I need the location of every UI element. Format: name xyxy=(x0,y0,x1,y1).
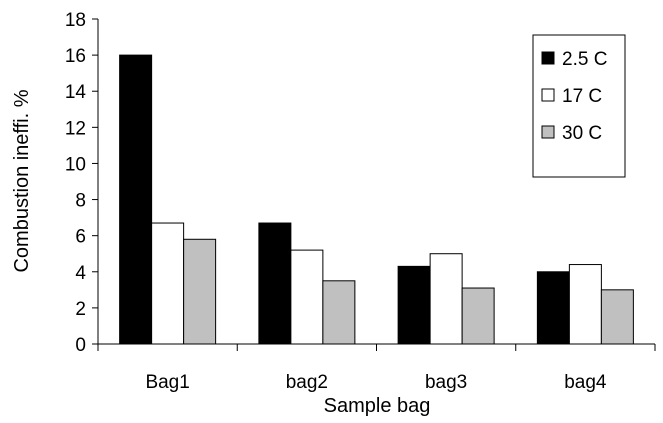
bar-bag4-series-1 xyxy=(536,271,570,345)
x-tick-label: Bag1 xyxy=(145,372,189,393)
y-axis-title: Combustion ineffi. % xyxy=(11,89,33,272)
bar-bag1-series-3 xyxy=(183,238,217,345)
y-tick-label: 18 xyxy=(65,10,86,31)
y-tick-label: 10 xyxy=(65,154,86,175)
bar-bag2-series-2 xyxy=(290,249,324,345)
x-axis-title: Sample bag xyxy=(324,395,431,417)
bar-bag3-series-1 xyxy=(397,265,431,345)
y-tick-label: 6 xyxy=(75,227,86,248)
legend: 2.5 C 17 C 30 C xyxy=(532,34,626,178)
axes-layer: Bag1 bag2 bag3 bag4 0 2 4 6 8 10 12 14 16 18 xyxy=(65,10,656,393)
legend-label: 17 C xyxy=(562,86,602,107)
bar-bag3-series-2 xyxy=(429,253,463,345)
x-tick-label: bag4 xyxy=(564,372,607,393)
bar-bag3-series-3 xyxy=(461,287,495,345)
x-tick-label: bag2 xyxy=(286,372,328,393)
legend-label: 2.5 C xyxy=(562,49,607,70)
bar-bag1-series-1 xyxy=(119,54,153,345)
y-tick-label: 4 xyxy=(75,263,86,284)
bar-bag2-series-3 xyxy=(322,280,356,345)
y-tick-label: 8 xyxy=(75,191,86,212)
bar-bag4-series-3 xyxy=(600,289,634,345)
legend-label: 30 C xyxy=(562,123,602,144)
legend-swatch xyxy=(541,51,555,65)
y-tick-label: 12 xyxy=(65,118,86,139)
bar-bag1-series-2 xyxy=(151,222,185,345)
legend-swatch xyxy=(541,125,555,139)
x-tick-label: bag3 xyxy=(425,372,467,393)
bars-layer xyxy=(119,54,634,345)
y-tick-label: 16 xyxy=(65,46,86,67)
legend-swatch xyxy=(541,88,555,102)
y-tick-label: 2 xyxy=(75,299,86,320)
bar-bag2-series-1 xyxy=(258,222,292,345)
y-tick-label: 0 xyxy=(75,335,86,356)
bar-bag4-series-2 xyxy=(568,264,602,345)
y-tick-label: 14 xyxy=(65,82,87,103)
